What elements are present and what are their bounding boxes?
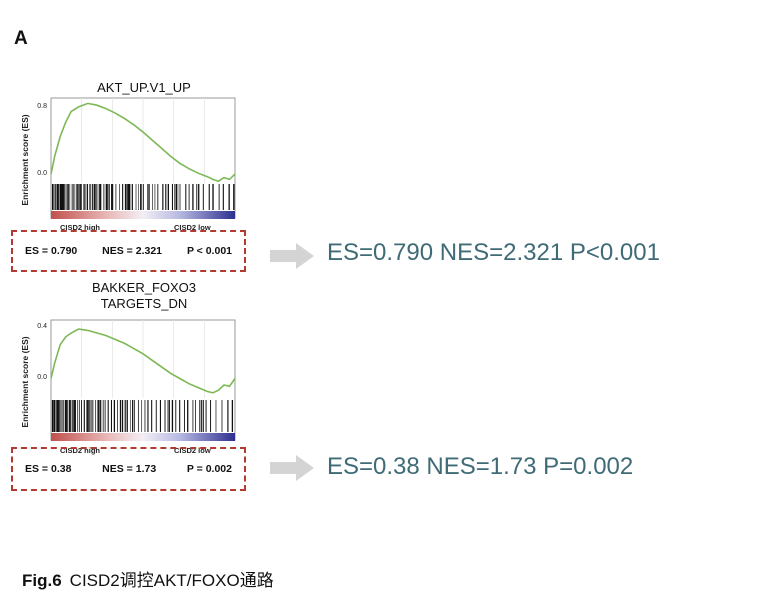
nes-value: NES = 1.73 [102,463,157,475]
phenotype-label-high: CISD2 high [60,446,100,455]
stats-box: ES = 0.38 NES = 1.73 P = 0.002 [11,447,246,491]
nes-value: NES = 2.321 [102,245,163,257]
hit-barcode [51,184,235,210]
gridlines [81,98,205,183]
arrow-icon [270,455,314,481]
panel-label: A [14,28,28,49]
chart2-title-line2: TARGETS_DN [100,296,188,311]
enrichment-curve [50,102,236,183]
y-tick-label: 0.8 [37,103,47,110]
phenotype-label-low: CISD2 low [174,446,211,455]
p-value: P = 0.002 [186,463,232,475]
phenotype-label-high: CISD2 high [60,223,100,232]
y-axis-label: Enrichment score (ES) [20,336,30,427]
callout-stats: ES=0.38 NES=1.73 P=0.002 [327,453,634,480]
p-value: P < 0.001 [186,245,232,257]
y-tick-label: 0.0 [37,374,47,381]
figure-caption: Fig.6 CISD2调控AKT/FOXO通路 [22,566,274,591]
gridlines [81,320,205,398]
y-tick-label: 0.4 [37,323,47,330]
phenotype-label-low: CISD2 low [174,223,211,232]
rank-gradient [51,211,235,219]
chart1-title: AKT_UP.V1_UP [97,80,191,95]
es-value: ES = 0.38 [25,463,72,475]
figure-caption-text: CISD2调控AKT/FOXO通路 [69,571,274,590]
arrow-icon [270,243,314,269]
figure-label: Fig.6 [22,571,62,590]
callout-stats: ES=0.790 NES=2.321 P<0.001 [327,239,660,266]
gsea-plot-foxo: Enrichment score (ES) 0.4 0.0 CISD2 high… [20,319,236,455]
y-axis-label: Enrichment score (ES) [20,114,30,205]
y-tick-label: 0.0 [37,170,47,177]
chart2-title-line1: BAKKER_FOXO3 [91,280,197,295]
rank-gradient [51,433,235,441]
es-value: ES = 0.790 [25,245,78,257]
enrichment-curve [50,328,236,394]
hit-barcode [51,400,234,432]
stats-box: ES = 0.790 NES = 2.321 P < 0.001 [11,230,246,272]
gsea-plot-akt: Enrichment score (ES) 0.8 0.0 CISD2 high… [20,97,236,232]
